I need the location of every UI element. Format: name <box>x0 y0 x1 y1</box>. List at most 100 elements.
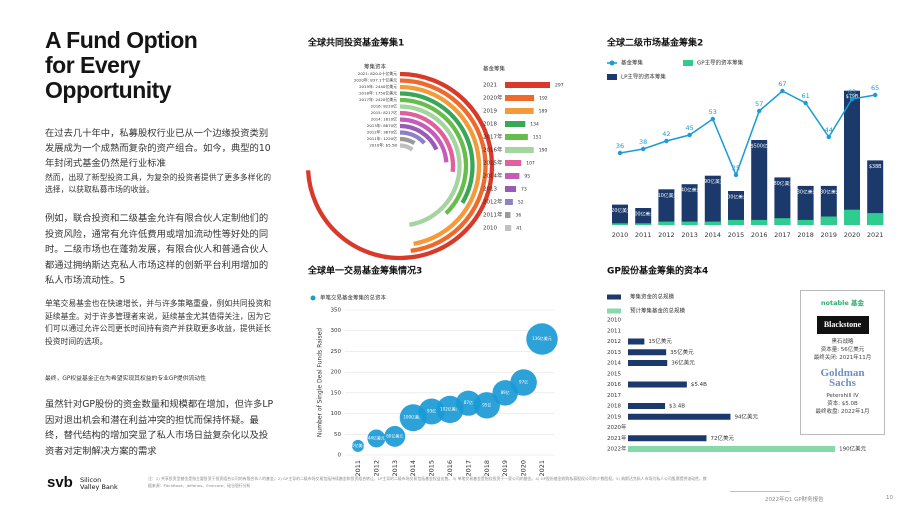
point <box>803 100 808 106</box>
radial-arc <box>399 143 414 152</box>
arc-label: 2010年: $5.5B <box>369 143 397 148</box>
bubble-label: 100亿美元 <box>403 414 423 420</box>
x-tick-label: 2014 <box>409 460 417 477</box>
radial-arc <box>399 78 488 253</box>
category-label: 2011年 <box>483 211 503 219</box>
bar <box>612 223 628 225</box>
category-label: 2012 <box>607 339 621 345</box>
value-label: 95 <box>524 174 530 180</box>
bubble-label: 44亿美元 <box>368 434 385 440</box>
point <box>664 138 669 144</box>
category-label: 2013 <box>607 350 621 356</box>
bar <box>635 223 652 225</box>
arc-label: 2017年: 2420亿美元 <box>359 97 397 102</box>
category-label: 2021 <box>483 83 497 89</box>
list-label: 基金筹集 <box>483 65 506 73</box>
bar <box>797 185 814 225</box>
x-tick-label: 2015 <box>728 231 745 239</box>
radial-arc <box>305 71 495 261</box>
value-label: $5.4B <box>691 382 707 388</box>
arc-label: 2018年: 1750亿美元 <box>359 91 397 96</box>
category-label: 2019 <box>483 109 497 115</box>
paragraph: 单笔交易基金也在快速增长，并与许多策略重叠，例如共同投资和延续基金。对于许多管理… <box>45 299 272 346</box>
point-label: 38 <box>639 138 647 146</box>
arc-label: 2011年: 1220亿 <box>367 136 397 141</box>
value-label: 297 <box>555 83 564 89</box>
point-label: 25 <box>732 164 740 172</box>
value-label: 36 <box>515 213 521 219</box>
bubble-label: 89亿 <box>501 389 510 395</box>
category-label: 2016年 <box>483 146 503 154</box>
bar <box>628 446 836 452</box>
fund-line: 资本: $5.0B <box>827 401 858 407</box>
fund-line: 资本量: 56亿美元 <box>820 347 865 353</box>
fund-line: 黑石战略 <box>831 339 854 345</box>
value-label: 73 <box>521 187 527 193</box>
bar <box>505 95 535 101</box>
paragraph: 虽然针对GP股份的资金数量和规模都在增加，但许多LP因对退出机会和潜在利益冲突的… <box>45 399 274 457</box>
bar <box>867 213 884 225</box>
value-label: 15亿美元 <box>648 337 672 345</box>
paragraph: 在过去几十年中，私募股权行业已从一个边缘投资类别发展成为一个成熟而复杂的资产组合… <box>45 128 271 169</box>
legend-label: GP主导的资本筹集 <box>697 59 744 67</box>
x-tick-label: 2012 <box>372 460 380 477</box>
bar <box>612 204 628 225</box>
value-label: 210亿美元 <box>655 192 679 199</box>
bar <box>658 189 675 225</box>
x-tick-label: 2018 <box>797 231 814 239</box>
value-label: 190 <box>539 148 548 154</box>
legend-label: 筹集资金的总规模 <box>630 293 675 301</box>
point <box>733 172 739 178</box>
chart-title: GP股份基金筹集的资本4 <box>607 265 708 277</box>
bar <box>728 191 744 225</box>
bar <box>628 381 687 388</box>
point <box>757 108 762 114</box>
bar <box>505 147 534 153</box>
y-axis-label: Number of Single Deal Funds Raised <box>317 328 324 437</box>
y-tick-label: 200 <box>331 370 342 376</box>
value-label: 151 <box>533 135 542 141</box>
bar <box>505 186 517 192</box>
bar <box>505 199 513 205</box>
category-label: 2014 <box>607 361 621 367</box>
logo-mark: svb <box>47 474 73 491</box>
radial-arc <box>399 123 439 151</box>
bar <box>844 209 860 225</box>
category-label: 2013 <box>483 187 497 193</box>
bar <box>505 82 550 88</box>
y-tick-label: 0 <box>338 453 342 459</box>
radial-label: 筹集资本 <box>364 63 387 71</box>
bubble <box>473 392 500 419</box>
bubble <box>351 439 365 452</box>
bar <box>505 134 528 140</box>
category-label: 2016 <box>607 382 621 388</box>
value-label: 72亿美元 <box>710 434 734 442</box>
value-label: $38B <box>869 164 881 170</box>
category-label: 2011 <box>607 328 621 334</box>
value-label: 240亿美元 <box>678 187 702 194</box>
bubble-label: 20亿美元 <box>349 442 366 448</box>
bar <box>628 338 645 345</box>
notable-heading: notable 基金 <box>820 299 865 307</box>
radial-arc <box>399 104 462 227</box>
point <box>641 146 646 152</box>
x-tick-label: 2020 <box>520 460 528 477</box>
bubble-label: 60亿美元 <box>386 432 403 438</box>
point-label: 45 <box>685 124 693 132</box>
bar <box>751 140 768 225</box>
bar <box>844 90 860 225</box>
category-label: 2022年 <box>607 445 627 453</box>
x-tick-label: 2020 <box>844 231 861 239</box>
value-label: 36亿美元 <box>671 359 695 367</box>
y-tick-label: 150 <box>331 390 342 396</box>
report-name: 2022年Q1 GP财务报告 <box>765 497 824 503</box>
x-tick-label: 2013 <box>391 460 399 477</box>
arc-label: 2021: 820.0十亿美元 <box>358 71 397 76</box>
point-label: 53 <box>709 108 717 116</box>
point-label: 44 <box>825 126 833 134</box>
point <box>687 132 692 138</box>
bar <box>505 225 512 231</box>
category-label: 2014年 <box>483 172 503 180</box>
arc-label: 2012年: 3870亿 <box>367 130 397 135</box>
